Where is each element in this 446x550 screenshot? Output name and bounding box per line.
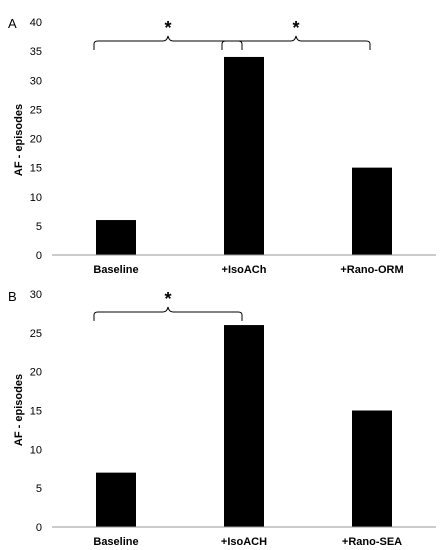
- significance-bracket: [93, 35, 243, 50]
- category-label: +Rano-ORM: [340, 264, 403, 276]
- y-tick-label: 35: [30, 46, 42, 58]
- panel-label: B: [8, 289, 17, 304]
- y-tick-label: 0: [36, 522, 42, 534]
- y-tick-label: 5: [36, 221, 42, 233]
- y-axis-title: AF - episodes: [13, 374, 25, 446]
- bar-rano-orm: [352, 167, 392, 255]
- bar-isoach: [224, 325, 264, 527]
- significance-asterisk: *: [164, 18, 171, 38]
- y-tick-label: 30: [30, 289, 42, 301]
- significance-bracket: [221, 35, 371, 50]
- panel-b-chart: B 0 5 10 15 20 25 30 AF - episodes Baseline +IsoAC…: [8, 289, 436, 548]
- y-tick-label: 25: [30, 328, 42, 340]
- category-label: +Rano-SEA: [342, 536, 402, 548]
- y-tick-label: 20: [30, 367, 42, 379]
- y-tick-label: 0: [36, 250, 42, 262]
- y-tick-label: 40: [30, 17, 42, 29]
- y-tick-label: 5: [36, 483, 42, 495]
- y-axis-title: AF - episodes: [13, 104, 25, 176]
- category-label: +IsoACH: [221, 536, 267, 548]
- bar-baseline: [96, 220, 136, 255]
- y-tick-label: 20: [30, 134, 42, 146]
- y-tick-label: 25: [30, 104, 42, 116]
- y-tick-label: 10: [30, 192, 42, 204]
- y-tick-label: 30: [30, 75, 42, 87]
- panel-label: A: [8, 16, 17, 31]
- panel-a-chart: A 0 5 10 15 20 25 30 35 40 AF - episodes Baseline +I…: [8, 16, 436, 276]
- bar-baseline: [96, 472, 136, 527]
- bar-isoach: [224, 56, 264, 256]
- category-label: Baseline: [93, 264, 138, 276]
- y-tick-label: 15: [30, 406, 42, 418]
- bar-rano-sea: [352, 410, 392, 527]
- category-label: Baseline: [93, 536, 138, 548]
- y-tick-label: 10: [30, 444, 42, 456]
- y-tick-label: 15: [30, 163, 42, 175]
- significance-bracket: [93, 306, 243, 321]
- significance-asterisk: *: [292, 18, 299, 38]
- significance-asterisk: *: [164, 289, 171, 309]
- category-label: +IsoACh: [222, 264, 267, 276]
